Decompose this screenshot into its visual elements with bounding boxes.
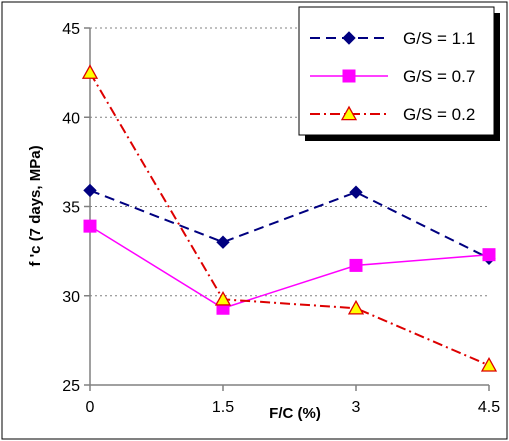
x-tick-label: 0 xyxy=(86,399,95,416)
x-axis-title: F/C (%) xyxy=(269,405,321,422)
data-point xyxy=(349,258,363,272)
y-tick-label: 35 xyxy=(62,200,80,217)
y-tick-label: 30 xyxy=(62,289,80,306)
data-point xyxy=(347,299,365,315)
data-point xyxy=(480,357,498,372)
data-point xyxy=(81,64,99,79)
x-tick-label: 3 xyxy=(352,399,361,416)
x-tick-label: 1.5 xyxy=(212,399,234,416)
legend-label: G/S = 0.2 xyxy=(403,105,475,124)
y-axis-title: f 'c (7 days, MPa) xyxy=(27,145,44,266)
legend-box xyxy=(298,6,495,136)
y-tick-label: 45 xyxy=(62,21,80,38)
legend-marker xyxy=(340,105,358,121)
data-point xyxy=(482,248,496,262)
series-line xyxy=(89,225,490,310)
x-tick-label: 4.5 xyxy=(478,399,500,416)
y-tick-label: 25 xyxy=(62,378,80,395)
data-point xyxy=(349,185,363,199)
data-point xyxy=(216,235,230,249)
data-point xyxy=(83,219,97,233)
data-point xyxy=(214,290,232,306)
series-line xyxy=(89,189,490,260)
legend-label: G/S = 1.1 xyxy=(403,29,475,48)
series-line xyxy=(89,72,490,367)
legend-marker xyxy=(342,69,356,83)
y-tick-label: 40 xyxy=(62,110,80,127)
data-point xyxy=(83,183,97,198)
legend: G/S = 1.1 G/S = 0.7 G/S = 0.2 xyxy=(298,6,500,141)
legend-marker xyxy=(342,31,356,45)
legend-label: G/S = 0.7 xyxy=(403,67,475,86)
